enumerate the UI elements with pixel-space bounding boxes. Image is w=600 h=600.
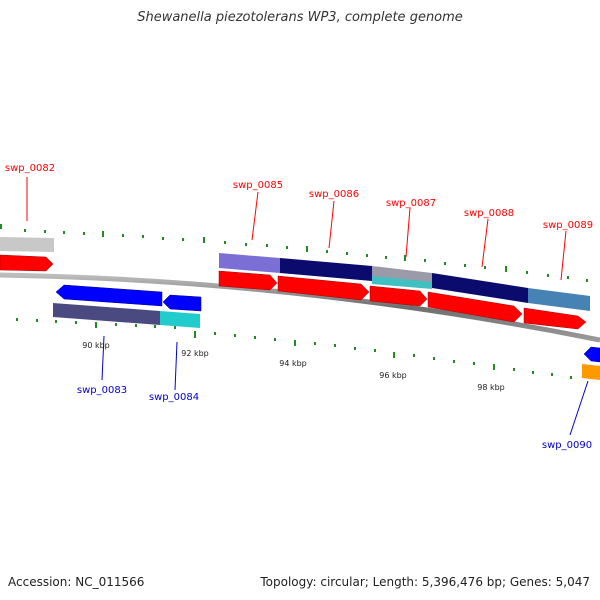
cog-block-gene-0086[interactable] <box>280 258 372 281</box>
gene-label-0087[interactable]: swp_0087 <box>386 198 436 209</box>
label-leaders-bottom <box>101 335 589 436</box>
cog-block-gene-0088[interactable] <box>432 273 528 303</box>
genome-stats-text: Topology: circular; Length: 5,396,476 bp… <box>260 575 590 589</box>
gene-arrow-0084[interactable] <box>162 294 202 312</box>
map-title: Shewanella piezotolerans WP3, complete g… <box>137 10 463 25</box>
gene-arrow-0082[interactable] <box>0 254 54 272</box>
tick-label-90kbp: 90 kbp <box>82 341 110 350</box>
reverse-genes <box>55 284 600 363</box>
cog-block-gene-0083[interactable] <box>53 303 160 325</box>
tick-label-96kbp: 96 kbp <box>379 371 407 380</box>
gene-arrow-0089[interactable] <box>523 307 587 330</box>
cog-block-gene-0090[interactable] <box>582 364 600 380</box>
tick-label-98kbp: 98 kbp <box>477 383 505 392</box>
cog-block-gene-0087-detail <box>372 276 432 289</box>
cog-block-gene-0085[interactable] <box>219 253 280 273</box>
tick-label-94kbp: 94 kbp <box>279 359 307 368</box>
inner-tick-marks <box>16 318 572 379</box>
gene-arrow-0090[interactable] <box>583 346 600 363</box>
accession-text: Accession: NC_011566 <box>8 575 145 589</box>
tick-label-92kbp: 92 kbp <box>181 349 209 358</box>
gene-label-0084[interactable]: swp_0084 <box>149 392 199 403</box>
gene-label-0086[interactable]: swp_0086 <box>309 189 359 200</box>
label-leaders-top <box>26 177 567 281</box>
gene-label-0085[interactable]: swp_0085 <box>233 180 283 191</box>
gene-arrow-0083[interactable] <box>55 284 163 307</box>
forward-genes <box>0 254 587 330</box>
gene-arrow-0087[interactable] <box>369 285 428 307</box>
gene-label-0088[interactable]: swp_0088 <box>464 208 514 219</box>
cog-ring-forward <box>0 237 590 311</box>
gene-label-0082[interactable]: swp_0082 <box>5 163 55 174</box>
gene-arrow-0085[interactable] <box>218 270 278 291</box>
cog-block-gene-0089[interactable] <box>528 288 590 311</box>
gene-label-0089[interactable]: swp_0089 <box>543 220 593 231</box>
gene-arrow-0088[interactable] <box>427 291 523 323</box>
gene-label-0083[interactable]: swp_0083 <box>77 385 127 396</box>
gene-arrow-0086[interactable] <box>277 275 370 301</box>
genome-backbone <box>0 272 600 343</box>
cog-ring-reverse <box>53 303 600 380</box>
cog-block-gene-0084[interactable] <box>160 311 200 328</box>
outer-tick-marks <box>0 224 588 282</box>
gene-label-0090[interactable]: swp_0090 <box>542 440 592 451</box>
cog-block-gene-0082[interactable] <box>0 237 54 252</box>
